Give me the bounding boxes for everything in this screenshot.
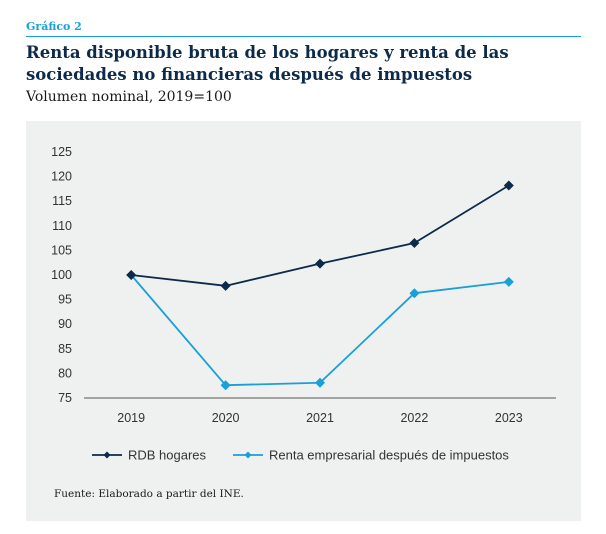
data-point — [220, 280, 231, 291]
y-tick-label: 85 — [58, 342, 72, 356]
x-tick-label: 2023 — [495, 411, 523, 425]
series-line — [131, 184, 510, 287]
y-tick-label: 75 — [58, 391, 72, 405]
source-note: Fuente: Elaborado a partir del INE. — [54, 488, 244, 500]
y-tick-label: 115 — [52, 194, 72, 208]
legend-marker — [244, 451, 252, 459]
chart-title: Renta disponible bruta de los hogares y … — [26, 43, 509, 84]
data-point — [315, 377, 325, 388]
y-tick-label: 80 — [58, 366, 72, 380]
y-tick-label: 95 — [58, 293, 72, 307]
data-point — [126, 270, 137, 280]
legend-label: Renta empresarial después de impuestos — [269, 448, 509, 463]
legend-marker — [103, 451, 111, 459]
chart-kicker: Gráfico 2 — [26, 20, 82, 33]
data-point — [315, 258, 325, 269]
x-tick-label: 2020 — [212, 411, 240, 425]
y-tick-label: 90 — [58, 317, 72, 331]
data-point — [220, 380, 231, 391]
y-tick-label: 105 — [51, 243, 72, 257]
y-tick-label: 120 — [51, 170, 72, 184]
x-tick-label: 2021 — [306, 411, 334, 425]
y-tick-label: 100 — [51, 268, 72, 282]
series-line — [130, 274, 509, 387]
x-tick-label: 2019 — [117, 411, 145, 425]
header-rule — [26, 36, 581, 37]
data-point — [503, 180, 514, 191]
y-tick-label: 125 — [51, 145, 72, 159]
x-tick-label: 2022 — [400, 411, 428, 425]
y-tick-label: 110 — [52, 219, 72, 233]
chart-subtitle: Volumen nominal, 2019=100 — [26, 89, 232, 105]
data-point — [409, 288, 420, 299]
legend-label: RDB hogares — [128, 448, 207, 463]
data-point — [409, 238, 420, 249]
data-point — [503, 276, 514, 287]
